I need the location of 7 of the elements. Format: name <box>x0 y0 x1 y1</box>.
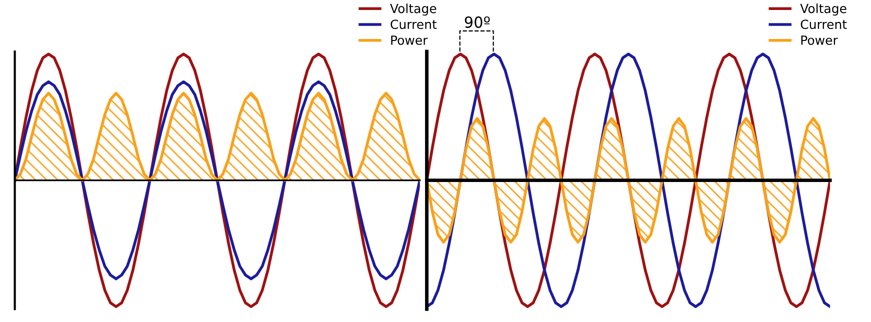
legend-label: Power <box>391 36 428 45</box>
legend-label: Voltage <box>390 4 436 16</box>
legend-label: Voltage <box>800 4 846 16</box>
legend-label: Current <box>390 20 437 30</box>
text: 90º <box>464 16 490 28</box>
legend-label: Current <box>800 20 847 30</box>
legend-label: Power <box>801 36 838 45</box>
